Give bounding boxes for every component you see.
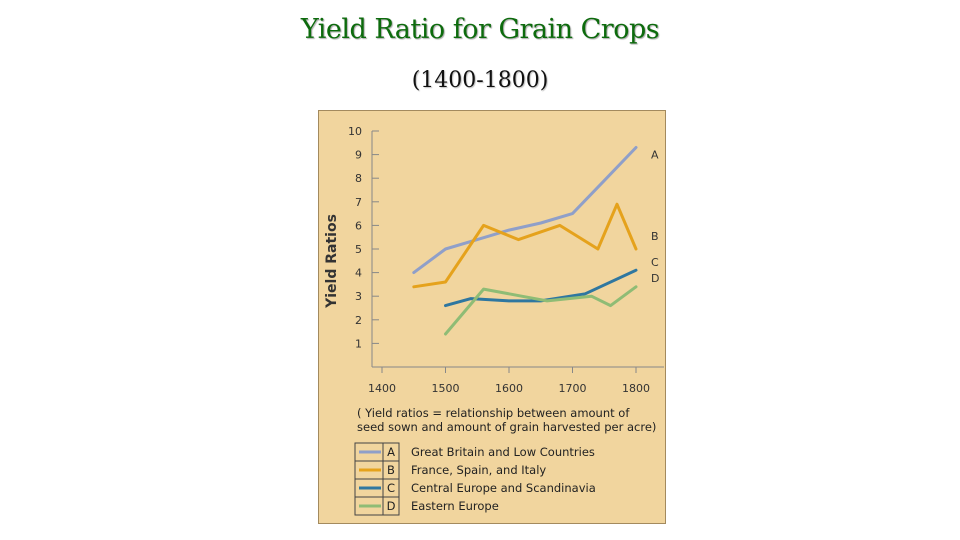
chart-legend: A Great Britain and Low Countries B France,…	[354, 442, 596, 516]
chart-panel: Yield Ratios 1 2 3 4 5 6 7 8 9 10 1400 1500 1600 170…	[318, 110, 666, 524]
series-end-label-a: A	[651, 149, 659, 162]
y-tick-label: 2	[355, 314, 362, 327]
legend-key-b: B	[387, 463, 395, 477]
y-tick-label: 10	[348, 125, 362, 138]
y-tick-label: 3	[355, 290, 362, 303]
x-tick-label: 1800	[622, 382, 650, 395]
legend-key-c: C	[387, 481, 395, 495]
series-end-label-d: D	[651, 272, 659, 285]
y-tick-label: 9	[355, 149, 362, 162]
series-end-label-c: C	[651, 256, 659, 269]
series-line-c	[444, 268, 638, 308]
chart-note-line-2: seed sown and amount of grain harvested …	[357, 420, 656, 434]
slide-subtitle: (1400-1800)	[411, 68, 549, 93]
series-line-a	[412, 146, 638, 275]
y-tick-label: 7	[355, 196, 362, 209]
slide-title: Yield Ratio for Grain Crops	[300, 14, 660, 45]
y-tick-label: 6	[355, 219, 362, 232]
legend-label-b: France, Spain, and Italy	[411, 463, 546, 477]
series-end-label-b: B	[651, 230, 659, 243]
series-line-d	[444, 285, 638, 336]
x-tick-label: 1700	[559, 382, 587, 395]
x-tick-label: 1500	[432, 382, 460, 395]
chart-note-line-1: ( Yield ratios = relationship between am…	[357, 406, 630, 420]
y-tick-label: 5	[355, 243, 362, 256]
series-line-b	[412, 202, 638, 289]
legend-label-d: Eastern Europe	[411, 499, 499, 513]
legend-key-a: A	[387, 445, 395, 459]
y-axis-label: Yield Ratios	[324, 214, 340, 309]
legend-label-c: Central Europe and Scandinavia	[411, 481, 596, 495]
x-tick-label: 1400	[368, 382, 396, 395]
legend-label-a: Great Britain and Low Countries	[411, 445, 595, 459]
y-tick-label: 8	[355, 172, 362, 185]
y-tick-label: 4	[355, 267, 362, 280]
yield-ratio-chart: Yield Ratios 1 2 3 4 5 6 7 8 9 10 1400 1500 1600 170…	[324, 125, 664, 516]
x-tick-label: 1600	[495, 382, 523, 395]
legend-key-d: D	[387, 499, 396, 513]
y-tick-label: 1	[355, 337, 362, 350]
